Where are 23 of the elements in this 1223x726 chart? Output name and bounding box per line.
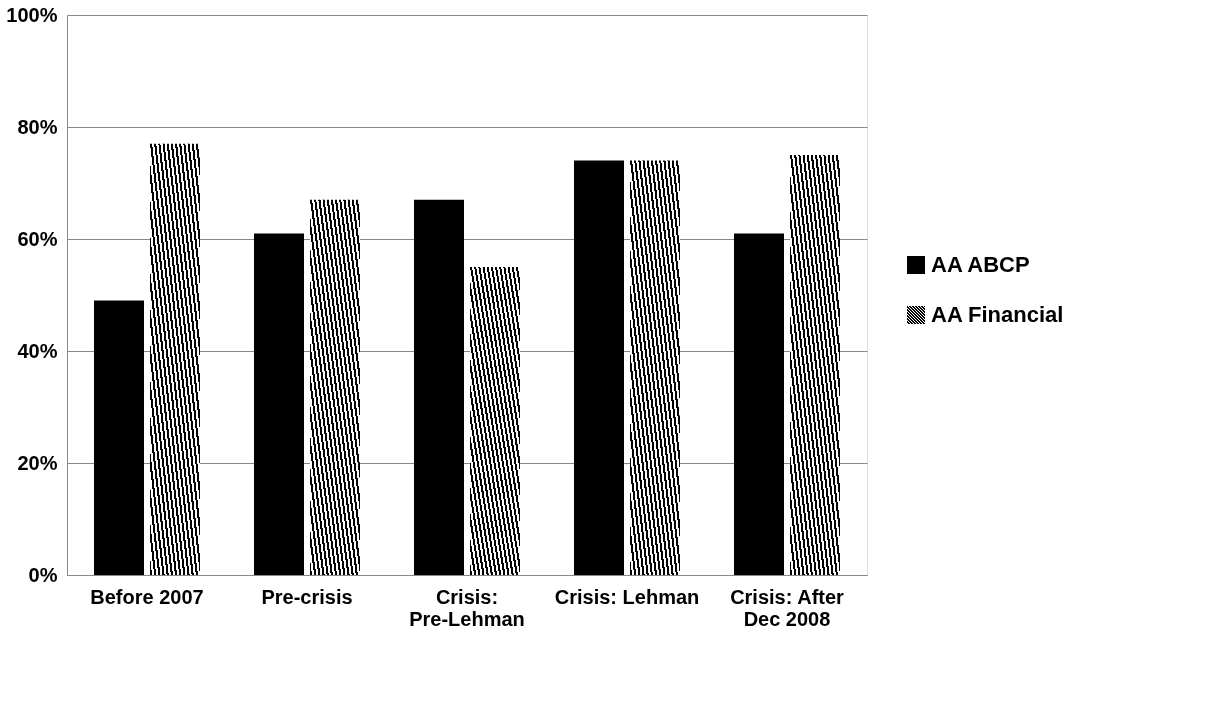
- x-tick-label: Before 2007: [90, 585, 204, 608]
- y-tick-label: 20%: [17, 451, 58, 474]
- y-tick-label: 80%: [17, 115, 58, 138]
- bar: [310, 199, 360, 575]
- y-tick-label: 100%: [6, 3, 58, 26]
- bar: [414, 199, 464, 575]
- bar: [790, 155, 840, 575]
- bar: [470, 267, 520, 575]
- y-tick-label: 0%: [28, 563, 58, 586]
- x-tick-label: Crisis: After Dec 2008: [730, 585, 845, 630]
- bar: [734, 233, 784, 575]
- y-tick-label: 40%: [17, 339, 58, 362]
- x-tick-label: Crisis: Pre-Lehman: [409, 585, 525, 630]
- legend-label: AA Financial: [931, 302, 1064, 327]
- bar: [254, 233, 304, 575]
- legend-label: AA ABCP: [931, 252, 1030, 277]
- x-tick-label: Pre-crisis: [261, 585, 353, 608]
- x-tick-label: Crisis: Lehman: [554, 585, 700, 608]
- bar: [94, 300, 144, 575]
- bar: [150, 143, 200, 575]
- bar: [574, 160, 624, 575]
- y-tick-label: 60%: [17, 227, 58, 250]
- bar: [630, 160, 680, 575]
